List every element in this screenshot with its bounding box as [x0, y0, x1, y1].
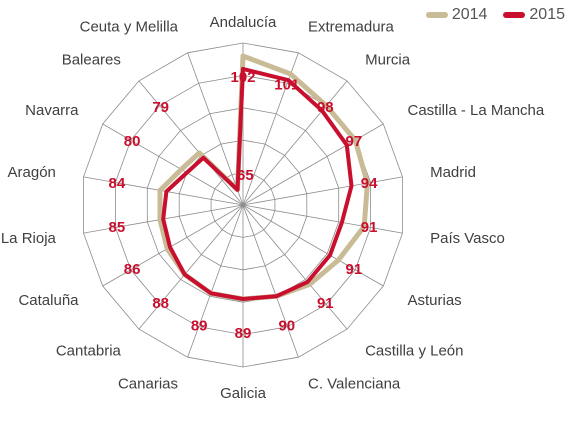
data-label: 85	[109, 219, 126, 236]
category-label: Baleares	[62, 52, 121, 69]
grid-spoke	[242, 176, 403, 206]
legend: 2014 2015	[425, 6, 565, 24]
category-label: Canarias	[118, 376, 178, 393]
category-label: Cantabria	[56, 343, 122, 360]
data-label: 91	[346, 261, 363, 278]
data-label: 97	[346, 133, 363, 150]
category-label: La Rioja	[1, 230, 57, 247]
category-label: Madrid	[430, 164, 476, 181]
data-label: 98	[317, 99, 334, 116]
legend-label-2015: 2015	[529, 6, 565, 23]
data-label: 101	[274, 77, 299, 94]
grid-spoke	[187, 204, 244, 358]
data-label: 65	[237, 167, 254, 184]
data-label: 80	[124, 133, 141, 150]
data-label: 102	[230, 69, 255, 86]
grid-spoke	[83, 176, 244, 206]
grid-spoke	[187, 52, 244, 206]
grid-spoke	[242, 204, 299, 358]
category-label: Ceuta y Melilla	[80, 19, 179, 36]
category-label: C. Valenciana	[308, 376, 401, 393]
grid-spoke	[242, 204, 348, 330]
category-label: Navarra	[25, 102, 79, 119]
series-2015-line	[161, 66, 354, 301]
category-label: Aragón	[8, 164, 56, 181]
legend-item-2015: 2015	[503, 6, 565, 24]
grid-spoke	[242, 80, 348, 206]
category-label: Extremadura	[308, 19, 395, 36]
category-label: Castilla y León	[365, 343, 463, 360]
data-label: 79	[152, 99, 169, 116]
category-label: Andalucía	[210, 14, 277, 31]
category-label: Galicia	[220, 385, 267, 402]
data-label: 91	[317, 295, 334, 312]
category-label: Cataluña	[18, 292, 79, 309]
legend-label-2014: 2014	[451, 6, 488, 23]
grid-spoke	[102, 123, 244, 206]
grid-spoke	[242, 52, 299, 206]
category-label: Asturias	[408, 292, 462, 309]
grid-spoke	[242, 204, 384, 287]
data-label: 89	[191, 317, 208, 334]
grid-spoke	[242, 123, 384, 206]
data-label: 88	[152, 295, 169, 312]
data-label: 86	[124, 261, 141, 278]
data-label: 84	[109, 175, 126, 192]
grid-spoke	[102, 204, 244, 287]
grid-spoke	[138, 204, 244, 330]
legend-swatch-2014	[425, 12, 448, 18]
data-label: 89	[235, 325, 252, 342]
category-label: País Vasco	[430, 230, 505, 247]
data-label: 94	[361, 175, 378, 192]
category-label: Castilla - La Mancha	[408, 102, 545, 119]
legend-item-2014: 2014	[425, 6, 488, 24]
data-label: 91	[361, 219, 378, 236]
legend-swatch-2015	[503, 12, 526, 18]
grid-spoke	[242, 204, 403, 234]
category-label: Murcia	[365, 52, 411, 69]
grid-spoke	[138, 80, 244, 206]
data-label: 90	[278, 317, 295, 334]
